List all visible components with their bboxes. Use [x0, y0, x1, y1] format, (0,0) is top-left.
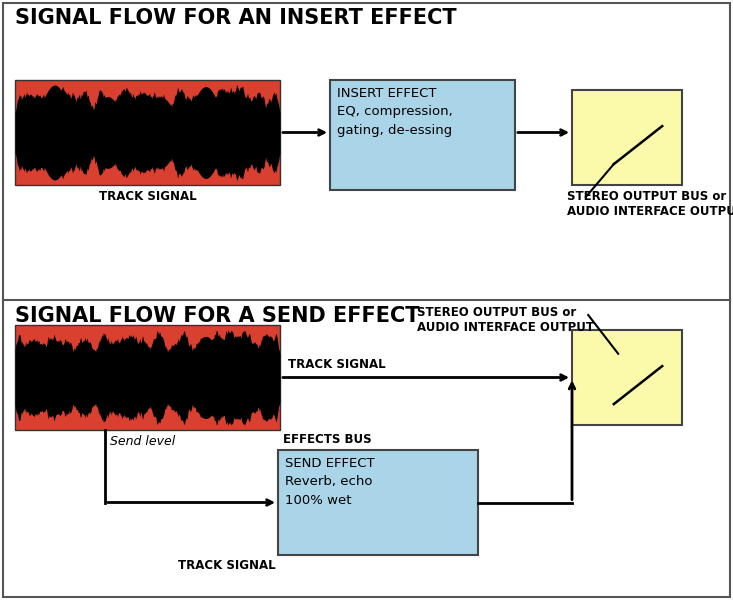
Text: TRACK SIGNAL: TRACK SIGNAL	[288, 358, 386, 371]
Text: STEREO OUTPUT BUS or
AUDIO INTERFACE OUTPUT: STEREO OUTPUT BUS or AUDIO INTERFACE OUT…	[567, 190, 733, 218]
Text: TRACK SIGNAL: TRACK SIGNAL	[178, 559, 276, 572]
Text: EFFECTS BUS: EFFECTS BUS	[283, 433, 372, 446]
Text: INSERT EFFECT
EQ, compression,
gating, de-essing: INSERT EFFECT EQ, compression, gating, d…	[337, 87, 453, 137]
Bar	[572, 90, 682, 185]
Bar	[330, 80, 515, 190]
Text: STEREO OUTPUT BUS or
AUDIO INTERFACE OUTPUT: STEREO OUTPUT BUS or AUDIO INTERFACE OUT…	[417, 306, 594, 334]
Text: SEND EFFECT
Reverb, echo
100% wet: SEND EFFECT Reverb, echo 100% wet	[285, 457, 375, 507]
Bar	[278, 450, 478, 555]
Text: TRACK SIGNAL: TRACK SIGNAL	[99, 190, 196, 203]
Bar	[572, 330, 682, 425]
Text: Send level: Send level	[110, 435, 175, 448]
Text: SIGNAL FLOW FOR AN INSERT EFFECT: SIGNAL FLOW FOR AN INSERT EFFECT	[15, 8, 457, 28]
Text: SIGNAL FLOW FOR A SEND EFFECT: SIGNAL FLOW FOR A SEND EFFECT	[15, 306, 419, 326]
Bar	[15, 80, 280, 185]
Bar	[15, 325, 280, 430]
